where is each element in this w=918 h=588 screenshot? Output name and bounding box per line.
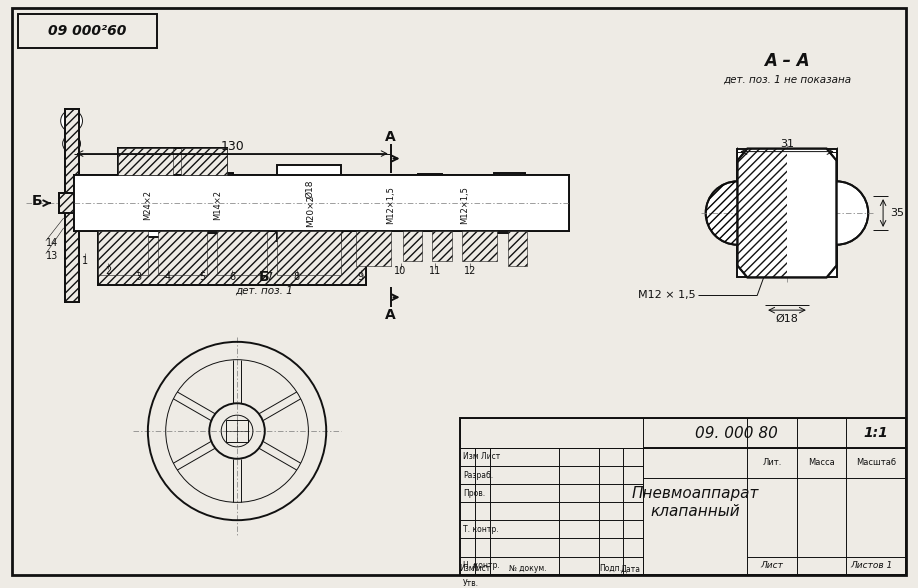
Bar <box>64 109 79 302</box>
Text: Утв.: Утв. <box>463 579 479 588</box>
Text: Дата: Дата <box>621 564 641 573</box>
Text: дет. поз. 1: дет. поз. 1 <box>235 285 293 295</box>
Bar <box>73 175 569 231</box>
Circle shape <box>766 191 809 235</box>
Text: 14: 14 <box>46 238 58 248</box>
Bar <box>356 231 391 266</box>
Text: 11: 11 <box>429 266 442 276</box>
Bar <box>402 231 422 260</box>
Text: M14×2: M14×2 <box>213 190 222 220</box>
Text: Пров.: Пров. <box>463 489 485 497</box>
Bar <box>73 175 569 231</box>
Bar <box>462 231 497 260</box>
Bar <box>201 173 233 233</box>
Text: Н. контр.: Н. контр. <box>463 561 499 570</box>
Text: Изм: Изм <box>459 564 475 573</box>
Bar <box>419 175 442 222</box>
Text: Лист: Лист <box>472 564 491 573</box>
Bar <box>432 231 452 260</box>
Text: 1:1: 1:1 <box>864 426 889 440</box>
Bar <box>226 420 248 442</box>
Bar <box>737 149 836 278</box>
Text: Масса: Масса <box>808 458 835 467</box>
Bar <box>508 231 527 266</box>
Text: 4: 4 <box>164 272 171 282</box>
Bar <box>451 176 479 230</box>
Text: клапанный: клапанный <box>650 503 740 519</box>
Text: 3: 3 <box>135 272 141 282</box>
Bar <box>494 173 525 233</box>
Bar <box>118 148 227 175</box>
Circle shape <box>62 135 81 153</box>
Text: 09. 000 80: 09. 000 80 <box>695 426 778 440</box>
Circle shape <box>61 110 83 132</box>
Text: 09 000²60: 09 000²60 <box>49 24 127 38</box>
Text: Б: Б <box>259 270 269 285</box>
Bar <box>158 231 207 275</box>
Text: Разраб.: Разраб. <box>463 470 493 480</box>
Text: A – A: A – A <box>764 52 810 71</box>
Bar <box>18 14 157 48</box>
Bar <box>118 148 173 175</box>
Text: 2: 2 <box>106 266 111 276</box>
Text: Масштаб: Масштаб <box>856 458 896 467</box>
Bar <box>59 193 88 213</box>
Text: 12: 12 <box>464 266 476 276</box>
Text: M12 × 1,5: M12 × 1,5 <box>638 290 696 300</box>
Bar <box>531 178 558 228</box>
Text: Т. контр.: Т. контр. <box>463 525 498 534</box>
Text: Лит.: Лит. <box>763 458 782 467</box>
Text: Ø18: Ø18 <box>306 179 315 198</box>
Circle shape <box>805 181 868 245</box>
Text: 5: 5 <box>199 272 206 282</box>
Text: M12×1,5: M12×1,5 <box>461 186 469 224</box>
Text: 10: 10 <box>395 266 407 276</box>
Text: 9: 9 <box>358 272 364 282</box>
Bar <box>64 109 79 302</box>
Text: 7: 7 <box>266 272 273 282</box>
Bar <box>118 148 227 175</box>
Bar <box>276 165 341 240</box>
Text: 1: 1 <box>83 256 88 266</box>
Text: 130: 130 <box>220 140 244 153</box>
Text: M12×1,5: M12×1,5 <box>386 186 395 224</box>
Bar <box>218 231 267 275</box>
Text: 8: 8 <box>294 272 299 282</box>
Bar <box>98 231 366 285</box>
Bar <box>98 231 366 285</box>
Text: Б: Б <box>31 194 42 208</box>
Text: A: A <box>386 308 396 322</box>
Bar <box>98 231 366 285</box>
Text: M20×2: M20×2 <box>306 195 315 227</box>
Text: Листов 1: Листов 1 <box>850 561 892 570</box>
Text: Пневмоаппарат: Пневмоаппарат <box>632 486 758 501</box>
Circle shape <box>766 191 809 235</box>
Text: 35: 35 <box>890 208 904 218</box>
Bar <box>460 418 906 574</box>
Text: Изм Лист: Изм Лист <box>463 452 500 462</box>
Text: A: A <box>386 130 396 143</box>
Bar <box>59 193 88 213</box>
Polygon shape <box>737 149 836 278</box>
Text: 6: 6 <box>229 272 235 282</box>
Bar <box>98 231 148 275</box>
Text: 31: 31 <box>780 139 794 149</box>
Text: дет. поз. 1 не показана: дет. поз. 1 не показана <box>722 74 851 84</box>
Bar <box>276 231 341 275</box>
Text: Подп.: Подп. <box>599 564 622 573</box>
Text: M24×2: M24×2 <box>143 190 152 220</box>
Circle shape <box>706 181 769 245</box>
Bar <box>118 148 227 175</box>
Bar <box>130 169 166 237</box>
Bar <box>376 176 405 230</box>
Bar <box>59 193 88 213</box>
Bar <box>64 109 79 302</box>
Text: Лист: Лист <box>761 561 784 570</box>
Text: Ø18: Ø18 <box>776 314 799 324</box>
Bar <box>460 418 906 448</box>
Text: № докум.: № докум. <box>509 564 546 573</box>
Text: 13: 13 <box>46 250 58 260</box>
Bar <box>181 148 227 175</box>
